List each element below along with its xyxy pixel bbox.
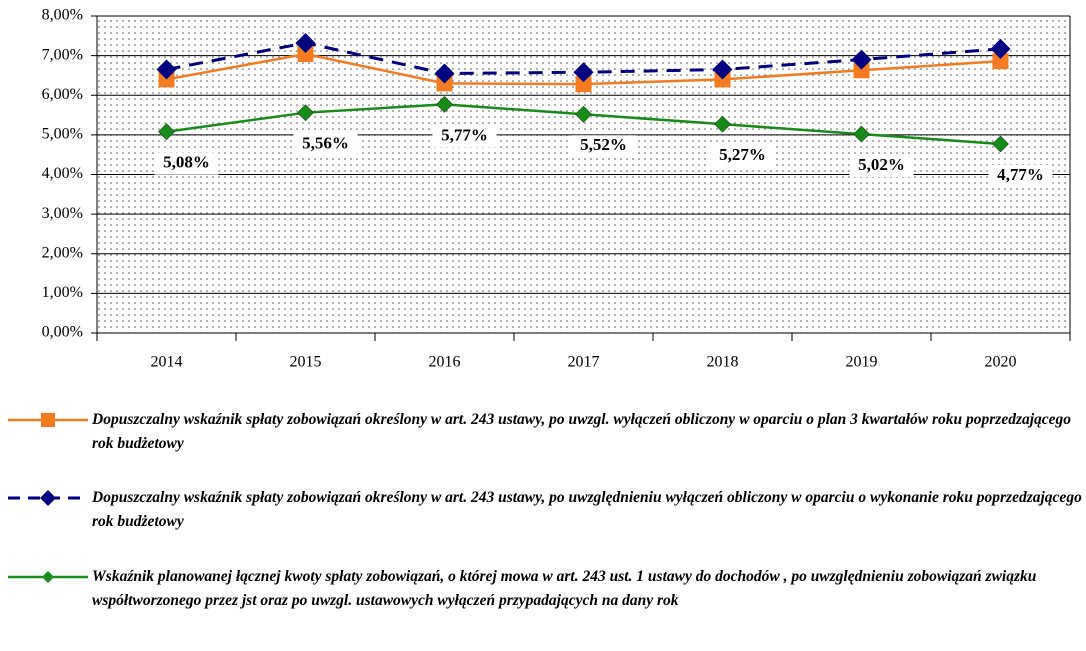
y-tick-label: 8,00% [42,7,83,24]
y-tick-label: 5,00% [42,126,83,143]
legend-entry: Dopuszczalny wskaźnik spłaty zobowiązań … [92,489,1082,530]
data-label: 5,08% [163,153,210,172]
data-label-bg [571,135,636,158]
legend-entry: Dopuszczalny wskaźnik spłaty zobowiązań … [92,411,1072,452]
y-tick-label: 4,00% [42,165,83,182]
marker [851,49,872,70]
data-label: 5,27% [719,145,766,164]
marker [990,38,1011,59]
x-tick-label: 2018 [707,354,739,371]
data-label-bg [988,164,1053,187]
marker [992,135,1009,153]
x-tick-label: 2014 [151,354,183,371]
marker [573,62,594,83]
marker [853,125,870,143]
marker [295,32,316,53]
y-tick-label: 1,00% [42,284,83,301]
legend [8,413,88,583]
legend-marker [40,490,56,506]
x-tick-label: 2016 [429,354,461,371]
data-label: 5,77% [441,125,488,144]
y-tick-label: 7,00% [42,46,83,63]
marker [575,76,592,93]
legend-marker [41,413,55,427]
legend-entry: Wskaźnik planowanej łącznej kwoty spłaty… [92,568,1037,609]
data-label-bg [432,125,497,148]
marker [575,105,592,123]
y-tick-label: 6,00% [42,86,83,103]
data-label: 5,02% [858,155,905,174]
marker [297,104,314,122]
marker [712,59,733,80]
x-tick-label: 2019 [846,354,878,371]
marker [156,59,177,80]
x-tick-label: 2020 [985,354,1017,371]
marker [714,115,731,133]
marker [853,62,870,79]
x-tick-label: 2015 [290,354,322,371]
data-label-bg [849,155,914,178]
y-tick-label: 0,00% [42,324,83,341]
marker [436,95,453,113]
marker [992,53,1009,70]
legend-marker [42,571,54,583]
data-label: 4,77% [997,165,1044,184]
data-label-bg [293,133,358,156]
y-tick-label: 2,00% [42,244,83,261]
marker [434,63,455,84]
data-label: 5,52% [580,135,627,154]
data-label-bg [154,152,219,175]
marker [158,123,175,141]
x-tick-label: 2017 [568,354,600,371]
marker [297,46,314,63]
data-label: 5,56% [302,134,349,153]
data-label-bg [710,145,775,168]
y-tick-label: 3,00% [42,205,83,222]
